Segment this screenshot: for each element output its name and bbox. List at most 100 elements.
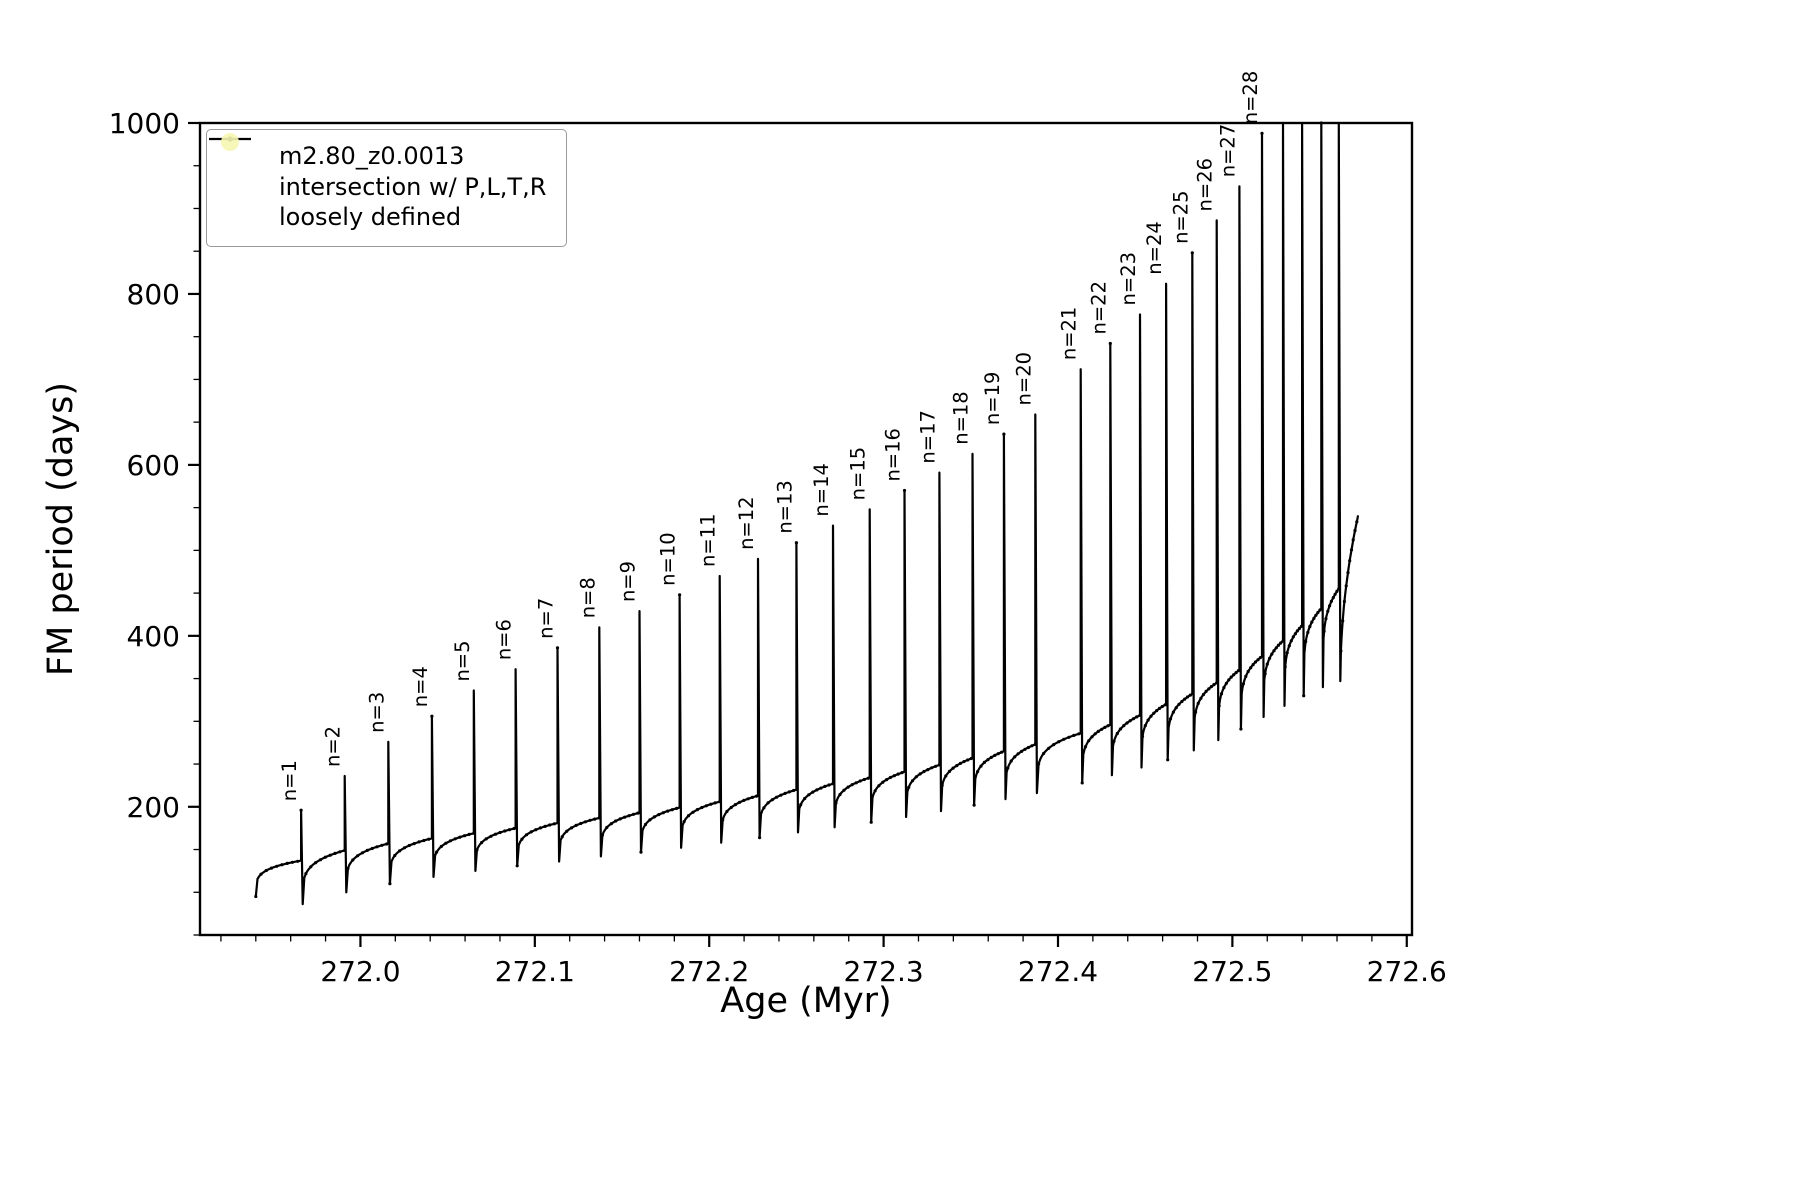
- data-point-marker: [534, 828, 538, 832]
- data-point-marker: [1052, 743, 1056, 747]
- data-point-marker: [1207, 687, 1211, 691]
- data-point-marker: [1185, 695, 1190, 699]
- data-point-marker: [1251, 663, 1255, 667]
- data-point-marker: [1297, 626, 1301, 631]
- data-point-marker: [976, 770, 980, 774]
- data-point-marker: [503, 829, 507, 833]
- data-point-marker: [1339, 649, 1343, 653]
- data-point-marker: [881, 780, 885, 784]
- data-point-marker: [597, 816, 601, 820]
- y-tick-label: 600: [127, 449, 180, 482]
- data-point-marker: [475, 848, 479, 852]
- spike-label: n=21: [1058, 307, 1081, 361]
- data-point-marker: [838, 792, 842, 797]
- data-point-marker: [1143, 724, 1147, 728]
- data-point-marker: [807, 793, 811, 797]
- data-point-marker: [955, 764, 959, 768]
- data-point-marker: [1177, 702, 1181, 706]
- data-point-marker: [1222, 686, 1226, 690]
- data-point-marker: [678, 593, 682, 597]
- data-point-marker: [746, 797, 750, 801]
- data-point-marker: [1146, 718, 1150, 722]
- data-point-marker: [1118, 727, 1123, 731]
- data-point-marker: [725, 809, 729, 814]
- legend-label-intersection: intersection w/ P,L,T,R loosely defined: [279, 173, 546, 232]
- data-point-marker: [1353, 529, 1357, 533]
- data-point-marker: [636, 811, 640, 815]
- data-point-marker: [538, 826, 543, 830]
- data-point-marker: [1304, 639, 1308, 644]
- data-point-marker: [1265, 662, 1269, 666]
- data-point-marker: [1042, 751, 1046, 756]
- data-point-marker: [982, 760, 987, 765]
- spike-label: n=26: [1194, 158, 1217, 212]
- data-point-marker: [1112, 739, 1116, 743]
- data-point-marker: [1020, 749, 1024, 754]
- data-point-marker: [842, 788, 846, 792]
- data-point-marker: [346, 866, 350, 871]
- data-point-marker: [1072, 733, 1076, 738]
- data-point-marker: [472, 831, 476, 835]
- y-tick-label: 400: [127, 620, 180, 653]
- y-tick-label: 200: [127, 791, 180, 824]
- data-point-marker: [1157, 706, 1162, 711]
- data-point-marker: [1108, 341, 1112, 346]
- data-point-marker: [1244, 674, 1248, 679]
- data-point-marker: [877, 784, 881, 788]
- data-point-marker: [290, 860, 294, 864]
- data-point-marker: [1331, 596, 1335, 600]
- data-point-marker: [1224, 681, 1228, 685]
- data-point-marker: [918, 772, 922, 776]
- data-point-marker: [1337, 587, 1341, 591]
- data-point-marker: [388, 882, 392, 886]
- data-point-marker: [1312, 616, 1316, 621]
- data-point-marker: [370, 846, 374, 851]
- data-point-marker: [718, 800, 722, 804]
- data-point-marker: [1199, 696, 1203, 700]
- spike-label: n=12: [735, 496, 758, 550]
- data-point-marker: [453, 837, 457, 841]
- data-point-marker: [799, 803, 803, 807]
- spike-label: n=14: [810, 463, 833, 517]
- data-point-marker: [1295, 629, 1299, 633]
- data-point-marker: [1256, 658, 1260, 662]
- data-point-marker: [1013, 755, 1017, 759]
- data-point-marker: [356, 854, 360, 858]
- data-point-marker: [1276, 643, 1281, 647]
- data-point-marker: [1342, 599, 1346, 604]
- data-point-marker: [412, 842, 416, 846]
- data-point-marker: [422, 838, 426, 843]
- data-point-marker: [1329, 599, 1333, 603]
- spike-label: n=24: [1143, 221, 1166, 275]
- data-point-marker: [264, 868, 268, 873]
- data-point-marker: [314, 861, 318, 865]
- data-point-marker: [831, 782, 835, 786]
- data-point-marker: [1103, 725, 1107, 730]
- data-point-marker: [462, 834, 467, 838]
- spike-label: n=27: [1216, 124, 1239, 178]
- data-point-marker: [1291, 635, 1295, 639]
- data-point-marker: [1106, 724, 1110, 728]
- data-point-marker: [803, 796, 807, 801]
- data-point-marker: [1239, 727, 1243, 731]
- data-point-marker: [1299, 624, 1304, 628]
- data-point-marker: [1232, 673, 1236, 677]
- data-point-marker: [666, 809, 670, 813]
- data-point-marker: [729, 805, 733, 810]
- data-point-marker: [996, 752, 1000, 756]
- x-tick-label: 272.4: [1018, 955, 1098, 988]
- data-point-marker: [1131, 717, 1136, 721]
- data-point-marker: [275, 864, 279, 868]
- data-point-marker: [1077, 732, 1081, 736]
- data-point-marker: [700, 805, 704, 810]
- data-point-marker: [1183, 697, 1187, 701]
- spike-label: n=16: [882, 428, 905, 482]
- data-point-marker: [896, 772, 900, 776]
- spike-label: n=22: [1087, 281, 1110, 335]
- data-point-marker: [569, 826, 574, 830]
- data-point-marker: [926, 768, 930, 772]
- data-point-marker: [360, 851, 365, 855]
- data-point-marker: [458, 835, 462, 839]
- data-point-marker: [850, 783, 854, 787]
- data-point-marker: [1253, 660, 1258, 664]
